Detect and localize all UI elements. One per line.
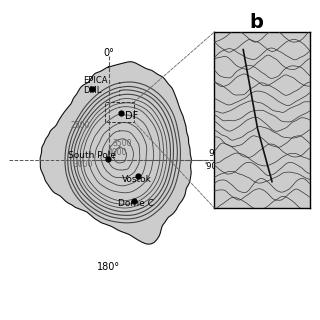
Text: 3500: 3500 (113, 139, 132, 148)
Text: 3000: 3000 (74, 160, 93, 169)
Text: 2500: 2500 (70, 121, 90, 130)
Polygon shape (0, 24, 245, 296)
Text: Dome C: Dome C (118, 199, 154, 208)
Text: 0°: 0° (103, 48, 114, 59)
Text: EPICA
DML: EPICA DML (84, 76, 108, 95)
Text: 4000: 4000 (108, 148, 128, 157)
Text: 90°E: 90°E (209, 149, 230, 158)
Text: '90°E: '90°E (204, 162, 226, 171)
Text: Vostok: Vostok (123, 174, 152, 184)
Text: 180°: 180° (97, 261, 120, 272)
Text: DF: DF (125, 111, 138, 121)
Text: b: b (249, 13, 263, 32)
Text: South Pole: South Pole (68, 151, 116, 160)
Polygon shape (40, 62, 191, 244)
